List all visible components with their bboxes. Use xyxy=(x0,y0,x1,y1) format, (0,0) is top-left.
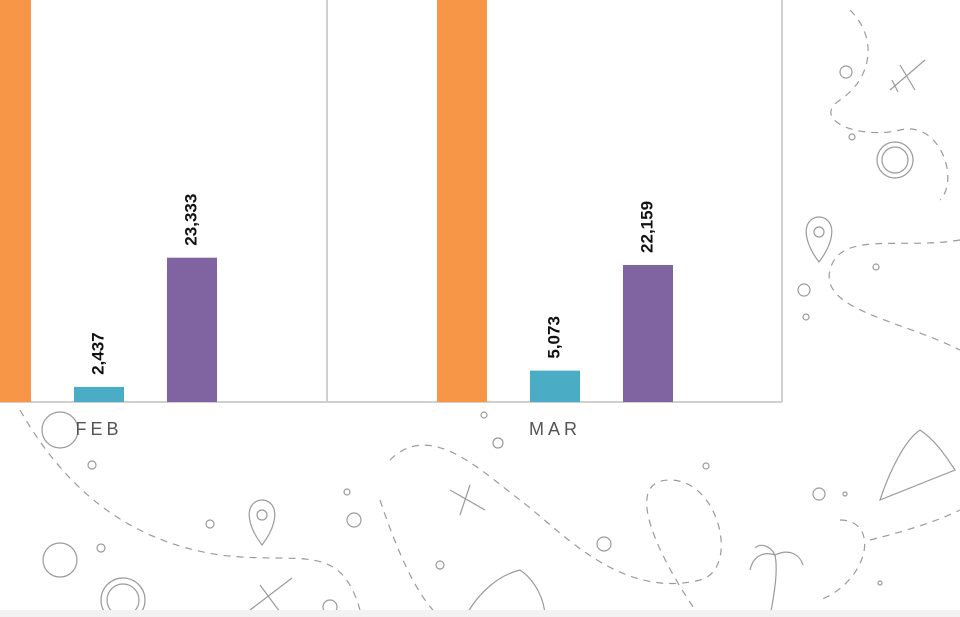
x-tick-label: MAR xyxy=(529,419,581,439)
value-label: 22,159 xyxy=(637,201,656,253)
background-decoration xyxy=(0,9,960,617)
bar xyxy=(74,386,124,402)
value-label: 23,333 xyxy=(181,194,200,246)
bar xyxy=(437,0,487,402)
value-label: 2,437 xyxy=(88,332,107,375)
bar xyxy=(623,264,673,402)
x-tick-label: FEB xyxy=(75,419,122,439)
bar xyxy=(530,370,580,402)
bar xyxy=(167,257,217,402)
value-label: 5,073 xyxy=(544,316,563,359)
bar xyxy=(0,0,31,402)
